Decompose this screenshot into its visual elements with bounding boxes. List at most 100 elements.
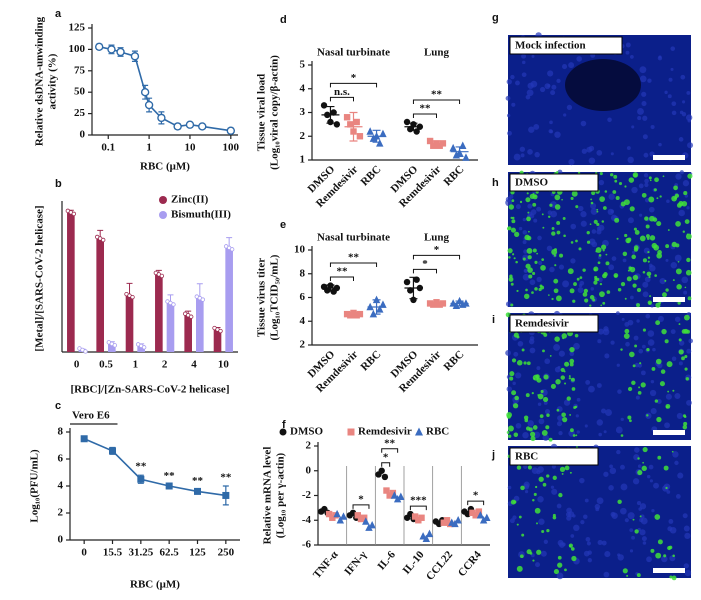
bracket bbox=[412, 99, 461, 104]
point bbox=[343, 114, 351, 121]
signal bbox=[656, 252, 663, 259]
replicate bbox=[218, 328, 223, 334]
signal bbox=[516, 465, 522, 470]
signal bbox=[564, 382, 567, 385]
signal bbox=[516, 523, 519, 526]
y-tick-label: 2 bbox=[300, 130, 306, 142]
point bbox=[407, 287, 414, 294]
nuclei bbox=[590, 208, 598, 215]
point bbox=[389, 489, 397, 497]
nuclei bbox=[685, 114, 693, 121]
x-tick-label: 0 bbox=[81, 547, 87, 559]
signal bbox=[572, 434, 576, 437]
signal bbox=[506, 414, 511, 419]
signal bbox=[534, 507, 541, 514]
signal bbox=[654, 177, 659, 183]
signal bbox=[507, 434, 512, 438]
nuclei bbox=[558, 264, 565, 270]
nuclei bbox=[674, 254, 682, 262]
nuclei bbox=[522, 240, 527, 245]
significance: * bbox=[358, 493, 364, 505]
x-tick-label: 0 bbox=[74, 359, 80, 371]
nuclei bbox=[522, 230, 528, 235]
nuclei bbox=[634, 447, 640, 453]
nuclei bbox=[670, 46, 676, 51]
label-box bbox=[509, 173, 599, 192]
nuclei bbox=[542, 434, 549, 441]
signal bbox=[512, 403, 519, 409]
nuclei bbox=[562, 280, 570, 288]
y-tick-label: 6 bbox=[300, 291, 306, 303]
signal bbox=[512, 253, 515, 256]
signal bbox=[628, 266, 633, 271]
signal bbox=[555, 379, 561, 385]
bar bbox=[196, 298, 204, 352]
nuclei bbox=[647, 339, 655, 346]
mean-sd bbox=[367, 129, 386, 143]
signal bbox=[675, 220, 681, 227]
x-tick-label: 10 bbox=[218, 359, 230, 371]
signal bbox=[600, 304, 603, 307]
signal bbox=[599, 172, 603, 176]
nuclei bbox=[506, 79, 512, 85]
signal bbox=[536, 522, 538, 525]
signal bbox=[632, 283, 637, 288]
nuclei bbox=[683, 563, 689, 569]
mean-sd bbox=[427, 140, 446, 147]
nuclei bbox=[641, 536, 647, 542]
nuclei bbox=[537, 402, 542, 406]
y-tick-label: -6 bbox=[302, 539, 312, 551]
category-label: Nasal turbinate bbox=[317, 47, 390, 59]
signal bbox=[563, 234, 566, 238]
point bbox=[279, 428, 287, 436]
x-axis-label: [RBC]/[Zn-SARS-CoV-2 helicase] bbox=[71, 384, 230, 396]
nuclei bbox=[526, 89, 534, 97]
bracket bbox=[412, 268, 437, 274]
point bbox=[347, 121, 354, 128]
signal bbox=[649, 179, 652, 182]
nuclei bbox=[598, 277, 603, 283]
nuclei bbox=[642, 134, 648, 140]
nuclei bbox=[524, 490, 529, 494]
nuclei bbox=[662, 485, 669, 492]
nuclei bbox=[521, 60, 526, 65]
point bbox=[339, 512, 348, 520]
nuclei bbox=[631, 125, 635, 129]
signal bbox=[519, 200, 523, 204]
bar bbox=[108, 343, 116, 352]
point bbox=[379, 129, 387, 138]
nuclei bbox=[678, 209, 685, 217]
signal bbox=[641, 192, 647, 198]
signal bbox=[672, 279, 675, 282]
bracket bbox=[329, 96, 354, 102]
nuclei bbox=[556, 503, 562, 509]
signal bbox=[671, 575, 677, 581]
signal bbox=[634, 529, 639, 534]
signal bbox=[627, 269, 630, 272]
signal bbox=[664, 339, 669, 344]
signal bbox=[662, 175, 665, 178]
nuclei bbox=[601, 408, 606, 414]
nuclei bbox=[549, 120, 553, 125]
nuclei bbox=[563, 399, 571, 406]
signal bbox=[665, 288, 669, 292]
nuclei bbox=[570, 258, 576, 264]
x-tick-label: 0.1 bbox=[101, 142, 115, 154]
nuclei bbox=[683, 290, 688, 295]
legend-label: Remdesivir bbox=[358, 426, 412, 438]
signal bbox=[582, 268, 586, 272]
signal bbox=[647, 256, 651, 259]
nuclei bbox=[672, 451, 679, 458]
nuclei bbox=[643, 173, 649, 178]
nuclei bbox=[642, 291, 649, 298]
label-box bbox=[509, 447, 599, 466]
nuclei bbox=[533, 218, 538, 223]
nuclei bbox=[664, 90, 668, 95]
nuclei bbox=[576, 397, 581, 402]
nuclei bbox=[649, 389, 657, 397]
legend-label: RBC bbox=[426, 426, 449, 438]
nuclei bbox=[587, 558, 592, 563]
nuclei bbox=[569, 351, 575, 357]
point bbox=[403, 278, 411, 286]
panel-letter: b bbox=[55, 178, 62, 190]
